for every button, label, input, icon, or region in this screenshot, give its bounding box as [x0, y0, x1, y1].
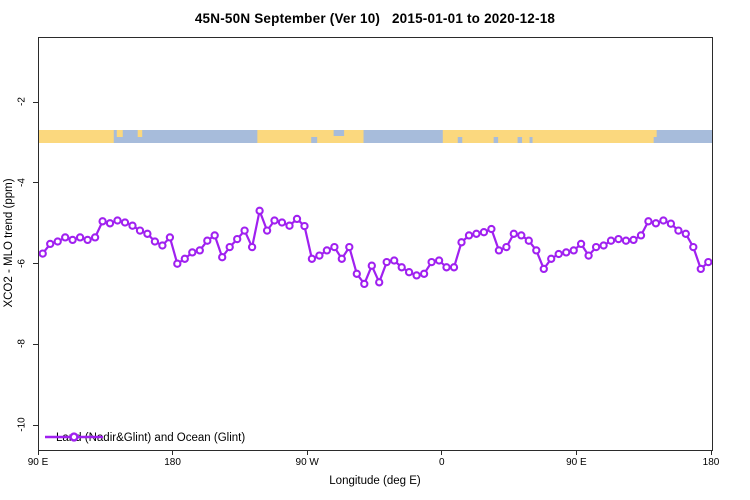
x-tick-label: 180: [164, 457, 181, 468]
x-tick-label: 90 W: [295, 457, 319, 468]
chart-title: 45N-50N September (Ver 10) 2015-01-01 to…: [194, 11, 556, 26]
y-tick-mark: [33, 343, 38, 345]
y-axis-title: XCO2 - MLO trend (ppm): [3, 178, 15, 308]
y-tick-mark: [33, 182, 38, 184]
x-tick-mark: [306, 450, 308, 455]
y-tick-mark: [33, 424, 38, 426]
data-line: [41, 209, 710, 285]
x-axis-title: Longitude (deg E): [329, 475, 421, 487]
x-tick-mark: [575, 450, 577, 455]
x-tick-label: 180: [702, 457, 720, 468]
legend-marker-icon: [45, 432, 103, 442]
y-tick-label: -2: [16, 97, 28, 106]
y-tick-label: -4: [16, 177, 28, 187]
y-tick-mark: [33, 101, 38, 103]
land-ocean-band: [39, 130, 712, 143]
x-tick-label: 0: [439, 457, 445, 468]
plot-area: Land (Nadir&Glint) and Ocean (Glint): [38, 37, 713, 451]
x-tick-mark: [172, 450, 174, 455]
y-tick-label: -10: [16, 417, 28, 432]
legend: Land (Nadir&Glint) and Ocean (Glint): [44, 430, 245, 446]
y-tick-mark: [33, 263, 38, 264]
x-tick-mark: [710, 450, 712, 455]
x-tick-label: 90 E: [27, 457, 49, 468]
data-markers: [39, 206, 712, 289]
y-tick-label: -8: [16, 339, 28, 349]
x-tick-mark: [37, 450, 39, 455]
x-tick-mark: [441, 450, 443, 455]
x-tick-label: 90 E: [566, 457, 587, 468]
plot-canvas: [39, 130, 712, 289]
y-tick-label: -6: [16, 258, 28, 268]
